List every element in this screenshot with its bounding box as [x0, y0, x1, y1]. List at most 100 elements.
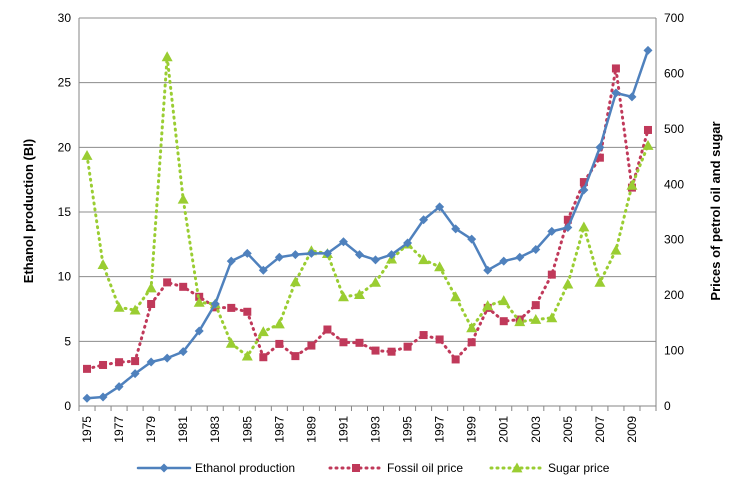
- data-point-sugar-price: [546, 312, 558, 323]
- data-point-fossil-oil-price: [275, 339, 284, 348]
- x-tick-label: 1993: [369, 416, 383, 443]
- data-point-sugar-price: [145, 282, 157, 293]
- x-tick-label: 1989: [304, 416, 318, 443]
- grid: [79, 17, 656, 342]
- data-point-ethanol-production: [242, 248, 252, 258]
- data-point-sugar-price: [578, 221, 590, 232]
- data-point-ethanol-production: [178, 347, 188, 357]
- x-tick-label: 2001: [497, 416, 511, 443]
- y-tick-label-right: 300: [664, 233, 684, 247]
- data-point-sugar-price: [337, 291, 349, 302]
- data-point-fossil-oil-price: [579, 178, 588, 187]
- data-point-sugar-price: [594, 276, 606, 287]
- data-point-sugar-price: [418, 254, 430, 265]
- data-point-sugar-price: [289, 276, 301, 287]
- data-point-fossil-oil-price: [531, 301, 540, 310]
- x-tick-label: 1997: [433, 416, 447, 443]
- data-point-sugar-price: [466, 322, 478, 333]
- data-point-ethanol-production: [547, 226, 557, 236]
- data-point-fossil-oil-price: [339, 338, 348, 347]
- data-point-ethanol-production: [82, 393, 92, 403]
- data-point-fossil-oil-price: [547, 270, 556, 279]
- x-tick-label: 2007: [593, 416, 607, 443]
- data-point-sugar-price: [81, 149, 93, 160]
- data-point-sugar-price: [498, 295, 510, 306]
- data-point-fossil-oil-price: [83, 364, 92, 373]
- legend-item-sugar-price: Sugar price: [489, 461, 610, 475]
- legend: Ethanol production Fossil oil price Sugar …: [136, 461, 610, 475]
- data-point-fossil-oil-price: [115, 358, 124, 367]
- data-point-sugar-price: [642, 139, 654, 150]
- data-point-ethanol-production: [354, 250, 364, 260]
- data-point-fossil-oil-price: [451, 355, 460, 364]
- legend-label-sugar-price: Sugar price: [548, 461, 610, 475]
- data-point-ethanol-production: [274, 252, 284, 262]
- legend-label-ethanol-production: Ethanol production: [195, 461, 295, 475]
- data-point-ethanol-production: [114, 382, 124, 392]
- data-point-sugar-price: [193, 296, 205, 307]
- data-point-sugar-price: [482, 300, 494, 311]
- x-tick-label: 1995: [401, 416, 415, 443]
- data-point-ethanol-production: [210, 299, 220, 309]
- data-point-sugar-price: [434, 261, 446, 272]
- data-point-ethanol-production: [419, 215, 429, 225]
- y-tick-label-left: 10: [58, 270, 72, 284]
- data-point-ethanol-production: [515, 252, 525, 262]
- x-tick-label: 1999: [465, 416, 479, 443]
- data-point-ethanol-production: [290, 250, 300, 260]
- data-point-sugar-price: [129, 304, 141, 315]
- data-point-sugar-price: [370, 276, 382, 287]
- data-point-sugar-price: [353, 289, 365, 299]
- data-point-fossil-oil-price: [611, 64, 620, 73]
- x-tick-label: 1979: [144, 416, 158, 443]
- y-tick-label-right: 600: [664, 66, 684, 80]
- data-point-ethanol-production: [611, 88, 621, 98]
- data-point-fossil-oil-price: [467, 338, 476, 347]
- data-point-fossil-oil-price: [371, 346, 380, 355]
- x-tick-label: 1975: [80, 416, 94, 443]
- series-line-fossil-oil-price: [85, 66, 650, 371]
- data-point-ethanol-production: [435, 202, 445, 212]
- y-tick-label-left: 20: [58, 140, 72, 154]
- data-point-fossil-oil-price: [403, 342, 412, 351]
- data-point-fossil-oil-price: [163, 278, 172, 287]
- data-point-ethanol-production: [563, 223, 573, 233]
- legend-marker-sugar-price: [511, 462, 523, 473]
- data-point-fossil-oil-price: [499, 317, 508, 326]
- data-point-ethanol-production: [322, 248, 332, 258]
- legend-item-ethanol-production: Ethanol production: [136, 461, 295, 475]
- legend-marker-fossil-oil-price: [352, 464, 360, 472]
- x-tick-label: 2005: [561, 416, 575, 443]
- data-point-fossil-oil-price: [307, 341, 316, 350]
- data-point-sugar-price: [257, 326, 269, 337]
- data-point-fossil-oil-price: [291, 352, 300, 361]
- axes: [78, 18, 657, 411]
- series-line-sugar-price: [85, 55, 650, 358]
- data-point-ethanol-production: [467, 234, 477, 244]
- data-point-ethanol-production: [306, 248, 316, 258]
- y-tick-label-left: 5: [64, 334, 71, 348]
- y-tick-label-right: 0: [664, 399, 671, 413]
- data-point-fossil-oil-price: [419, 331, 428, 340]
- data-point-sugar-price: [562, 278, 574, 289]
- data-point-sugar-price: [225, 337, 237, 348]
- data-point-sugar-price: [450, 291, 462, 302]
- data-point-sugar-price: [273, 318, 285, 329]
- data-point-ethanol-production: [499, 256, 509, 266]
- data-point-fossil-oil-price: [147, 300, 156, 309]
- y-tick-label-left: 0: [64, 399, 71, 413]
- series-line-ethanol-production: [85, 49, 650, 400]
- data-point-ethanol-production: [483, 265, 493, 275]
- data-point-fossil-oil-price: [323, 325, 332, 334]
- right-axis-ticks: 0 100 200 300 400 500 600 700: [664, 11, 684, 413]
- data-point-ethanol-production: [226, 256, 236, 266]
- y-tick-label-left: 15: [58, 205, 72, 219]
- data-point-ethanol-production: [595, 142, 605, 152]
- y-tick-label-left: 25: [58, 76, 72, 90]
- data-point-fossil-oil-price: [259, 353, 268, 362]
- x-tick-label: 2009: [625, 416, 639, 443]
- x-tick-label: 1985: [240, 416, 254, 443]
- data-point-fossil-oil-price: [131, 357, 140, 366]
